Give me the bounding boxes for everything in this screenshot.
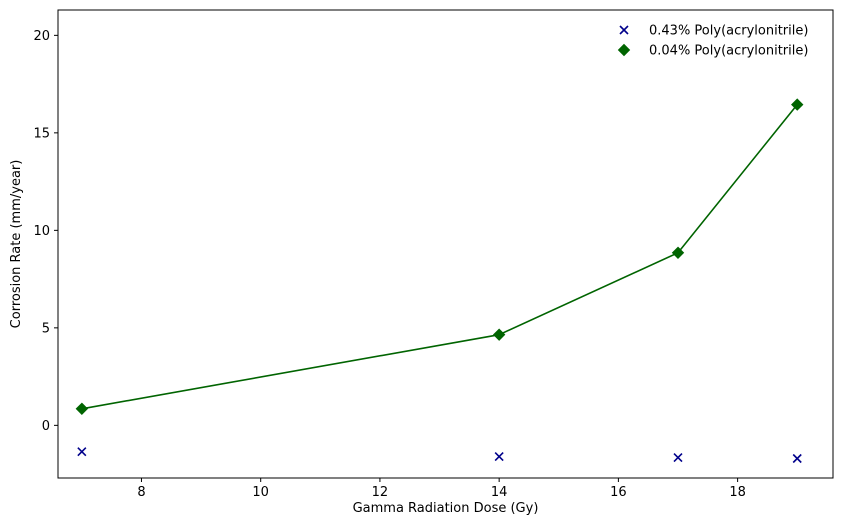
series-2-point (791, 98, 804, 111)
series-2-point (75, 402, 89, 415)
y-tick-label: 20 (33, 29, 50, 44)
series-1-point (494, 451, 504, 462)
legend: 0.43% Poly(acrylonitrile) 0.04% Poly(acry… (617, 24, 808, 59)
marker-stroke (673, 452, 683, 463)
series-2-line (81, 104, 798, 410)
legend-marker-2 (617, 43, 631, 57)
y-tick-label: 15 (33, 126, 50, 141)
series-1-point (792, 453, 802, 464)
plot-frame (57, 9, 834, 479)
y-tick-label: 10 (33, 224, 50, 239)
y-axis-title: Corrosion Rate (mm/year) (9, 160, 24, 329)
marker-stroke (792, 453, 802, 464)
marker-stroke (77, 447, 87, 457)
series-2-point (671, 246, 685, 259)
plot-content (75, 98, 804, 464)
x-tick-label: 10 (252, 485, 269, 500)
x-tick-label: 8 (137, 485, 145, 500)
x-axis-title: Gamma Radiation Dose (Gy) (353, 501, 539, 516)
legend-marker-1 (619, 25, 629, 35)
x-tick-label: 12 (372, 485, 389, 500)
y-axis-ticks: 0 5 10 15 20 (33, 29, 58, 434)
marker-stroke (619, 25, 629, 35)
series-2 (75, 98, 804, 415)
y-tick-label: 5 (42, 321, 50, 336)
legend-label-2: 0.04% Poly(acrylonitrile) (649, 44, 808, 59)
marker-stroke (494, 451, 504, 462)
x-tick-label: 16 (610, 485, 627, 500)
x-axis-ticks: 8 10 12 14 16 18 (137, 478, 746, 500)
legend-label-1: 0.43% Poly(acrylonitrile) (649, 24, 808, 39)
y-tick-label: 0 (42, 419, 50, 434)
x-tick-label: 18 (729, 485, 746, 500)
x-tick-label: 14 (491, 485, 508, 500)
series-1 (77, 447, 802, 464)
series-1-point (77, 447, 87, 457)
series-2-point (492, 328, 506, 341)
series-1-point (673, 452, 683, 463)
